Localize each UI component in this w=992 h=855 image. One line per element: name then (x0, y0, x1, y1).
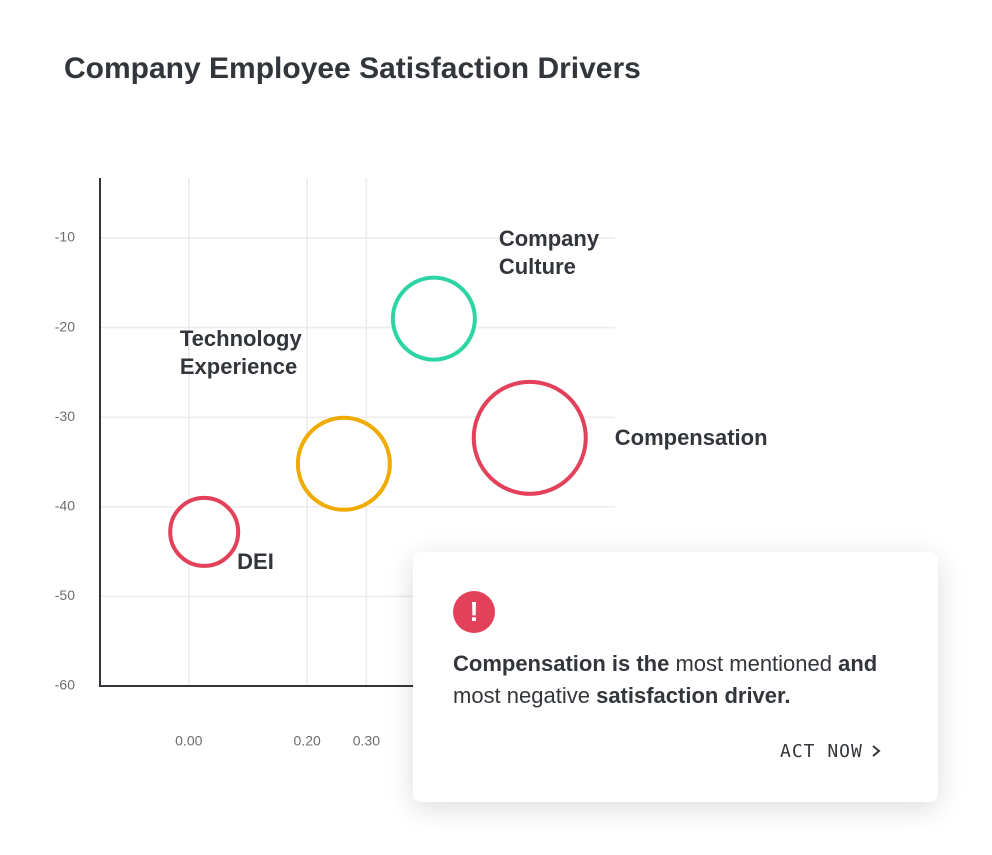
bubble-label: Technology Experience (179, 325, 302, 379)
bubble (471, 379, 588, 496)
bubble (295, 415, 392, 512)
chevron-icon[interactable] (869, 744, 883, 758)
bubble-label: DEI (237, 548, 274, 574)
x-tick-label: 0.00 (175, 733, 202, 749)
y-tick-label: -30 (55, 408, 75, 424)
y-tick-label: -40 (55, 498, 75, 514)
message-segment: and (838, 651, 878, 676)
message-segment: satisfaction driver. (596, 683, 791, 708)
bubble (168, 495, 241, 568)
insight-card (413, 552, 938, 802)
bubble (390, 275, 477, 362)
y-tick-label: -10 (55, 229, 75, 245)
bubble-label: Company Culture (498, 225, 600, 279)
bubble-label: Compensation (614, 424, 768, 450)
insight-message: Compensation is the most mentioned and m… (453, 648, 913, 712)
alert-icon: ! (453, 591, 495, 633)
act-now-button[interactable]: ACT NOW (780, 741, 881, 762)
x-tick-label: 0.20 (294, 733, 321, 749)
y-tick-label: -50 (55, 587, 75, 603)
message-segment: Compensation is the (453, 651, 670, 676)
y-tick-label: -20 (55, 318, 75, 334)
chart-title: Company Employee Satisfaction Drivers (64, 52, 641, 85)
x-tick-label: 0.30 (353, 733, 380, 749)
button-label[interactable]: ACT NOW (780, 741, 863, 762)
message-segment: most negative (453, 651, 884, 708)
y-tick-label: -60 (55, 677, 75, 693)
message-segment: most mentioned (669, 651, 839, 676)
